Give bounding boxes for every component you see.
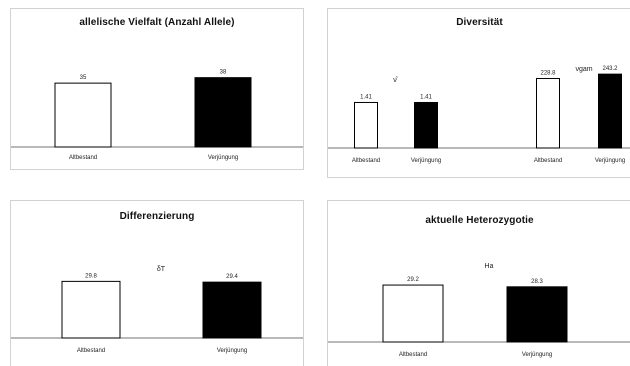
diversity-symbol-nu-hat: ν̂ [393, 77, 399, 84]
category-tick-label: Altbestand [77, 348, 105, 354]
bar-verjuengung [598, 73, 622, 149]
bar-verjuengung [202, 281, 262, 339]
chart-title: allelische Vielfalt (Anzahl Allele) [79, 17, 235, 28]
chart-panel-heterozygosity: aktuelle Heterozygotie 29.2 Altbestand 28.… [327, 200, 630, 366]
category-tick-label: Altbestand [399, 352, 427, 358]
chart-panel-diversity: Diversität 1.41 Altbestand 1.41 Verjüngung 2… [327, 8, 630, 178]
bar-verjuengung [194, 77, 252, 148]
category-tick-label: Verjüngung [217, 348, 247, 354]
category-tick-label: Verjüngung [522, 352, 552, 358]
bar-value-label: 28.3 [531, 279, 543, 285]
chart-title: aktuelle Heterozygotie [425, 215, 534, 226]
bar-value-label: 243.2 [602, 66, 618, 72]
bar-value-label: 1.41 [360, 94, 372, 100]
chart-title: Diversität [456, 17, 503, 28]
category-tick-label: Verjüngung [595, 158, 625, 164]
bar-value-label: 29.8 [85, 273, 97, 279]
chart-plot: 35 Altbestand 38 Verjüngung [11, 70, 303, 161]
category-tick-label: Altbestand [69, 155, 97, 161]
bar-value-label: 38 [220, 70, 227, 76]
bar-value-label: 35 [80, 75, 87, 81]
chart-plot: 29.2 Altbestand 28.3 Verjüngung Ha [328, 263, 630, 358]
bar-value-label: 29.2 [407, 277, 419, 283]
bar-value-label: 228.8 [540, 71, 556, 77]
category-tick-label: Verjüngung [208, 155, 238, 161]
chart-plot: 29.8 Altbestand 29.4 Verjüngung δT [11, 266, 303, 354]
bar-altbestand [382, 284, 444, 343]
category-tick-label: Verjüngung [411, 158, 441, 164]
chart-panel-allelic-variety: allelische Vielfalt (Anzahl Allele) 35 Al… [10, 8, 304, 170]
bar-altbestand [354, 101, 378, 149]
heterozygosity-symbol: Ha [485, 263, 494, 270]
differentiation-symbol: δT [157, 266, 166, 273]
bar-value-label: 1.41 [420, 94, 432, 100]
bar-altbestand [61, 280, 121, 339]
chart-title: Differenzierung [119, 211, 195, 222]
bar-value-label: 29.4 [226, 274, 238, 280]
bar-altbestand [54, 82, 112, 148]
diversity-symbol-nu-gam: νgam [575, 66, 592, 73]
bar-verjuengung [506, 286, 568, 343]
chart-panel-differentiation: Differenzierung 29.8 Altbestand 29.4 Verjün… [10, 200, 304, 366]
bar-altbestand [536, 78, 560, 149]
category-tick-label: Altbestand [352, 158, 380, 164]
chart-plot: 1.41 Altbestand 1.41 Verjüngung 228.8 Altbest… [328, 66, 630, 164]
category-tick-label: Altbestand [534, 158, 562, 164]
bar-verjuengung [414, 101, 438, 149]
